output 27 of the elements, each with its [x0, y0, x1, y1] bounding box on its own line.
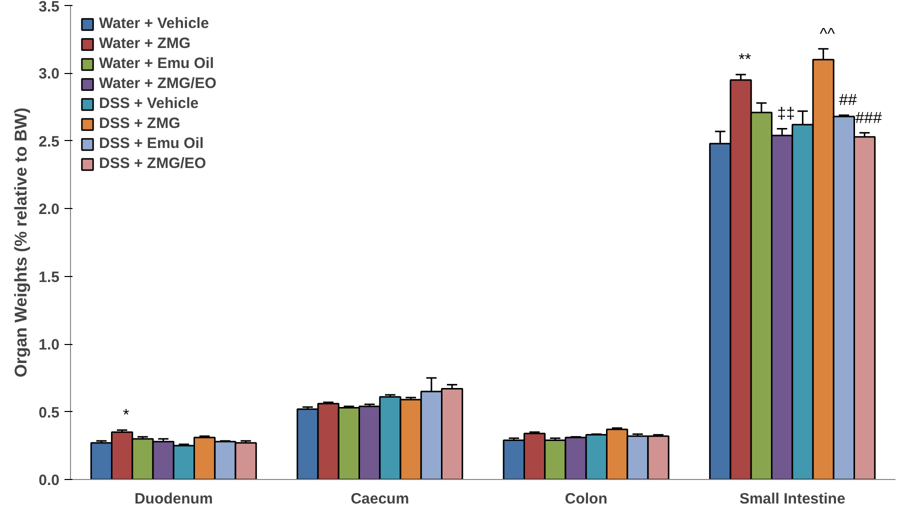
x-tick-label: Caecum [350, 490, 410, 508]
y-tick-label: 2.5 [38, 133, 60, 150]
legend-label: Water + ZMG [99, 35, 191, 52]
x-tick-label: Small Intestine [739, 490, 846, 508]
legend-label: DSS + ZMG [99, 115, 180, 132]
legend-label: Water + Emu Oil [99, 55, 214, 72]
legend-label: Water + ZMG/EO [99, 75, 216, 92]
data-label: ‡‡ [777, 106, 795, 123]
legend-label: DSS + Emu Oil [99, 135, 204, 152]
data-label: * [122, 407, 130, 424]
data-label: ## [839, 92, 857, 110]
y-tick-label: 3.0 [38, 66, 60, 83]
legend-label: DSS + ZMG/EO [99, 155, 206, 172]
y-tick-label: 2.0 [38, 201, 60, 218]
y-tick-label: 3.5 [38, 0, 60, 16]
y-tick-label: 1.5 [38, 268, 60, 286]
y-tick-label: 1.0 [38, 336, 60, 354]
x-tick-label: Duodenum [134, 490, 213, 508]
x-tick-label: Colon [564, 490, 608, 508]
y-tick-label: 0.0 [38, 472, 60, 489]
legend-label: DSS + Vehicle [99, 95, 199, 112]
data-label: ^^ [820, 26, 836, 43]
y-axis-title: Organ Weights (% relative to BW) [12, 108, 31, 378]
data-label: ** [738, 52, 752, 69]
data-label: ### [855, 110, 882, 127]
legend-label: Water + Vehicle [99, 15, 209, 32]
y-tick-label: 0.5 [38, 404, 60, 422]
